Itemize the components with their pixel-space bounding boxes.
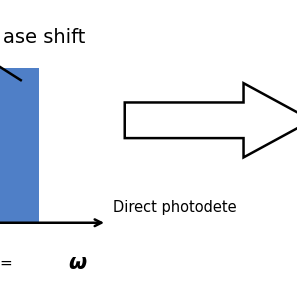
Polygon shape <box>125 83 297 157</box>
Text: Direct photodete: Direct photodete <box>113 200 236 215</box>
Text: ase shift: ase shift <box>3 28 85 47</box>
Text: ω: ω <box>68 253 86 273</box>
Bar <box>0 68 39 223</box>
Text: =: = <box>0 255 12 270</box>
